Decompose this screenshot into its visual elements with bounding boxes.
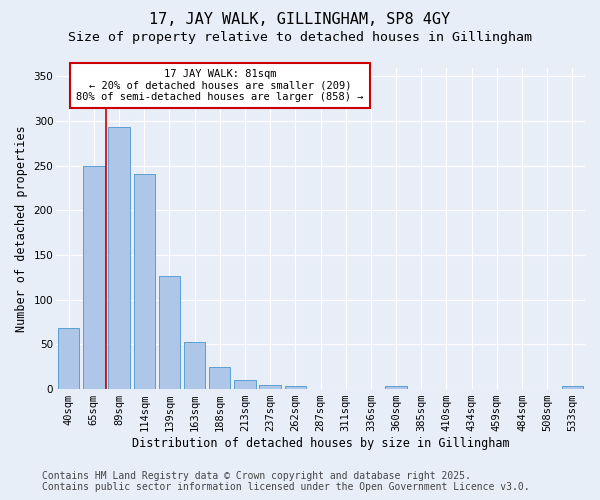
Text: Size of property relative to detached houses in Gillingham: Size of property relative to detached ho… <box>68 32 532 44</box>
Bar <box>209 367 230 389</box>
Bar <box>259 384 281 389</box>
Bar <box>284 386 306 389</box>
Bar <box>562 386 583 389</box>
Text: Contains HM Land Registry data © Crown copyright and database right 2025.
Contai: Contains HM Land Registry data © Crown c… <box>42 471 530 492</box>
Bar <box>159 276 180 389</box>
Text: 17, JAY WALK, GILLINGHAM, SP8 4GY: 17, JAY WALK, GILLINGHAM, SP8 4GY <box>149 12 451 28</box>
Bar <box>109 128 130 389</box>
Bar <box>385 386 407 389</box>
Bar <box>234 380 256 389</box>
Text: 17 JAY WALK: 81sqm
← 20% of detached houses are smaller (209)
80% of semi-detach: 17 JAY WALK: 81sqm ← 20% of detached hou… <box>76 69 364 102</box>
X-axis label: Distribution of detached houses by size in Gillingham: Distribution of detached houses by size … <box>132 437 509 450</box>
Bar <box>58 328 79 389</box>
Bar <box>83 166 104 389</box>
Bar <box>134 174 155 389</box>
Y-axis label: Number of detached properties: Number of detached properties <box>15 125 28 332</box>
Bar <box>184 342 205 389</box>
